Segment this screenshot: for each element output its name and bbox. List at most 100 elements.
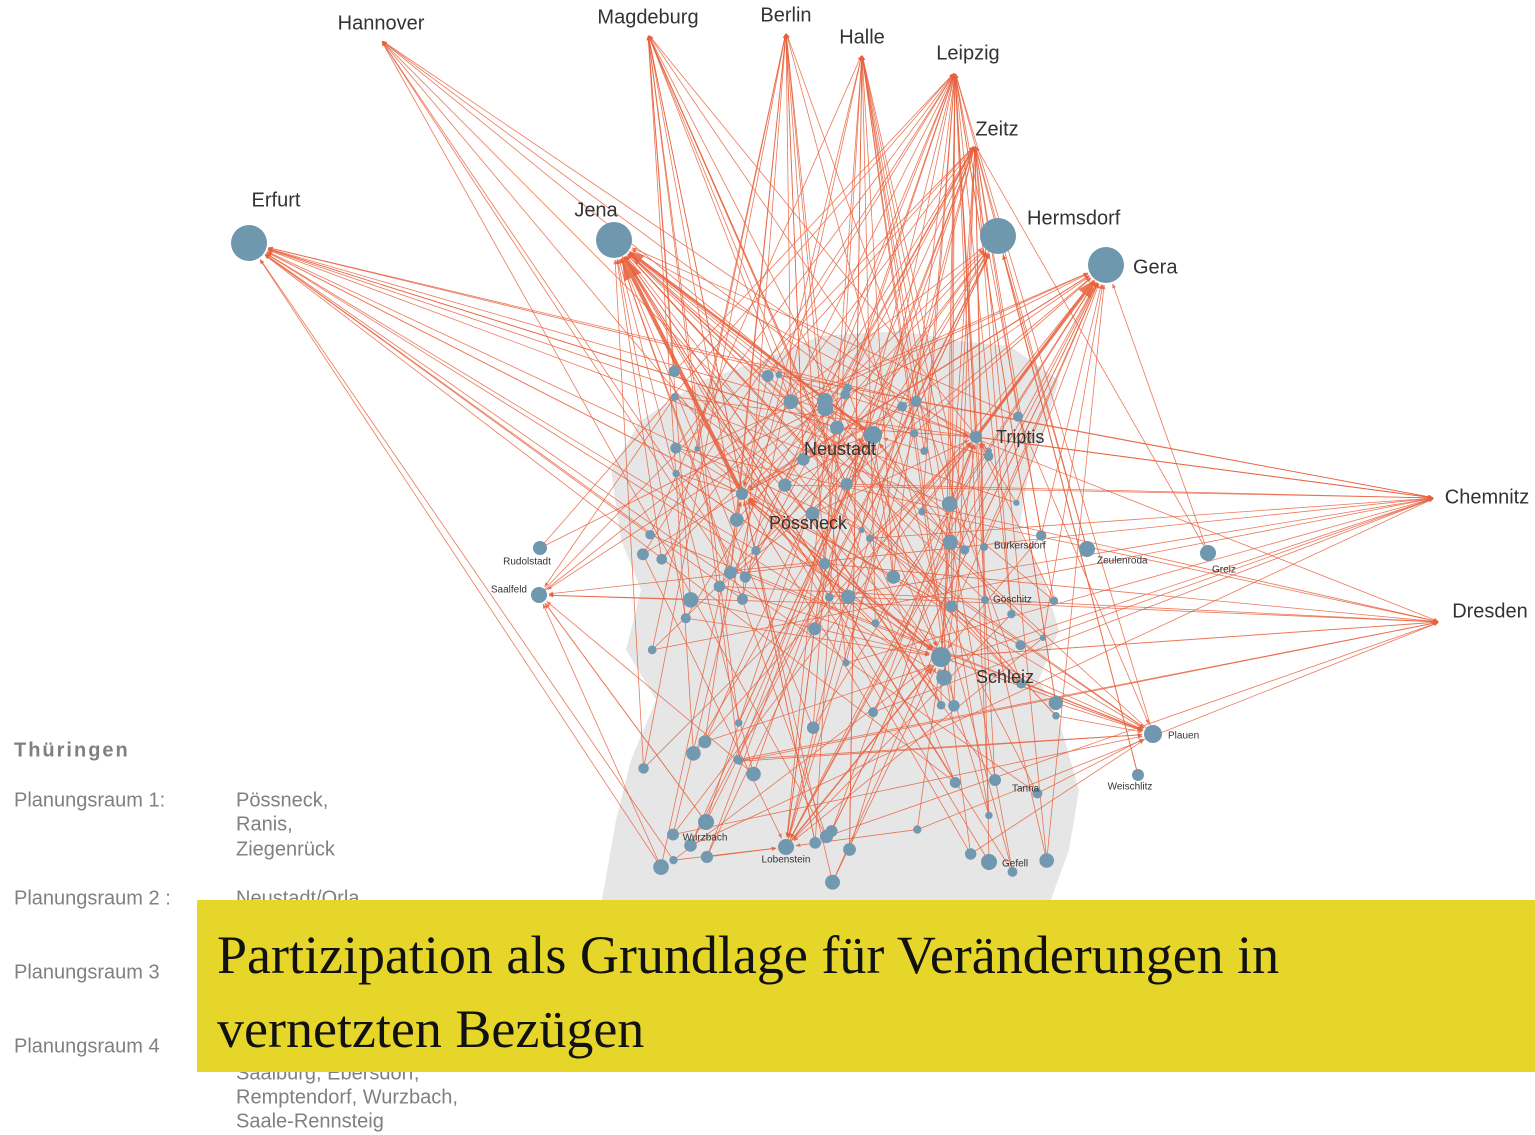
place-dot xyxy=(671,393,679,401)
place-label: Zeitz xyxy=(975,118,1018,140)
edge xyxy=(1056,716,1142,732)
place-dot xyxy=(808,622,821,635)
place-label: Tanna xyxy=(1012,784,1040,795)
place-label: Göschitz xyxy=(993,595,1032,606)
place-label: Berlin xyxy=(760,4,811,26)
edge xyxy=(1113,284,1208,553)
place-label: Jena xyxy=(574,199,618,221)
place-dot xyxy=(751,546,760,555)
place-dot xyxy=(948,700,960,712)
place-dot xyxy=(637,548,649,560)
place-dot xyxy=(809,837,821,849)
place-dot xyxy=(886,570,900,584)
place-dot xyxy=(784,394,799,409)
place-dot xyxy=(778,478,791,491)
place-label: Zeulenroda xyxy=(1097,556,1148,567)
place-dot xyxy=(937,701,946,710)
place-label: Chemnitz xyxy=(1445,486,1529,508)
place-dot xyxy=(871,619,879,627)
place-dot xyxy=(686,746,701,761)
place-dot xyxy=(897,402,907,412)
place-label: Plauen xyxy=(1168,731,1199,742)
place-dot xyxy=(840,390,850,400)
place-node xyxy=(981,596,989,604)
place-dot xyxy=(667,829,679,841)
place-dot xyxy=(735,719,743,727)
place-label: Pössneck xyxy=(769,513,848,533)
legend-entry: Planungsraum 4 xyxy=(14,1035,160,1057)
edge xyxy=(1056,703,1143,731)
place-dot xyxy=(731,567,737,573)
place-dot xyxy=(946,601,958,613)
place-node xyxy=(778,839,794,855)
place-dot xyxy=(918,508,926,516)
place-dot xyxy=(1040,635,1046,641)
place-dot xyxy=(936,670,952,686)
place-dot xyxy=(762,370,774,382)
place-dot xyxy=(737,594,748,605)
place-label: Wurzbach xyxy=(683,833,728,844)
place-dot xyxy=(648,645,657,654)
title: Partizipation als Grundlage für Veränder… xyxy=(217,925,1279,1059)
place-dot xyxy=(825,875,840,890)
place-dot xyxy=(701,851,713,863)
place-label: Erfurt xyxy=(252,189,301,211)
place-dot xyxy=(817,393,833,409)
place-dot xyxy=(910,429,918,437)
page: HannoverMagdeburgBerlinHalleLeipzigZeitz… xyxy=(0,0,1535,1135)
edge xyxy=(260,259,673,860)
legend-place: Ranis, xyxy=(236,813,293,835)
place-label: Rudolstadt xyxy=(503,557,551,568)
place-dot xyxy=(985,812,992,819)
place-dot xyxy=(920,447,928,455)
place-dot xyxy=(843,843,856,856)
place-label: Neustadt xyxy=(804,439,876,459)
place-node xyxy=(596,222,632,258)
place-node xyxy=(231,225,267,261)
place-dot xyxy=(638,763,649,774)
place-dot xyxy=(965,848,976,859)
place-dot xyxy=(868,707,878,717)
place-label: Leipzig xyxy=(936,42,999,64)
legend-place: Ziegenrück xyxy=(236,838,336,860)
place-dot xyxy=(776,372,783,379)
place-dot xyxy=(1007,610,1015,618)
place-label: Gefell xyxy=(1002,859,1028,870)
place-label: Lobenstein xyxy=(762,855,811,866)
place-node xyxy=(980,218,1016,254)
place-dot xyxy=(1015,640,1025,650)
place-dot xyxy=(645,530,655,540)
edge xyxy=(265,255,650,535)
place-dot xyxy=(913,825,921,833)
place-dot xyxy=(1050,596,1058,604)
place-node xyxy=(736,488,748,500)
place-dot xyxy=(830,421,844,435)
place-node xyxy=(970,431,982,443)
place-dot xyxy=(681,613,691,623)
place-dot xyxy=(730,513,744,527)
place-node xyxy=(931,647,951,667)
edge xyxy=(268,248,847,388)
place-label: Burkersdorf xyxy=(994,541,1046,552)
legend-place: Pössneck, xyxy=(236,789,328,811)
place-node xyxy=(1144,725,1162,743)
place-dot xyxy=(673,470,680,477)
place-node xyxy=(531,587,547,603)
place-dot xyxy=(714,581,726,593)
place-dot xyxy=(669,366,680,377)
place-node xyxy=(1079,541,1095,557)
place-dot xyxy=(1013,412,1023,422)
place-dot xyxy=(842,659,849,666)
place-dot xyxy=(1049,696,1063,710)
legend-entry: Planungsraum 3 xyxy=(14,961,160,983)
place-dot xyxy=(698,735,711,748)
place-dot xyxy=(670,443,681,454)
place-node xyxy=(1132,769,1144,781)
legend-entry: Planungsraum 1: xyxy=(14,789,165,811)
place-label: Gera xyxy=(1133,256,1178,278)
place-dot xyxy=(656,554,667,565)
place-dot xyxy=(746,767,761,782)
title-banner: Partizipation als Grundlage für Veränder… xyxy=(197,900,1535,1072)
place-dot xyxy=(911,396,922,407)
place-dot xyxy=(942,496,958,512)
